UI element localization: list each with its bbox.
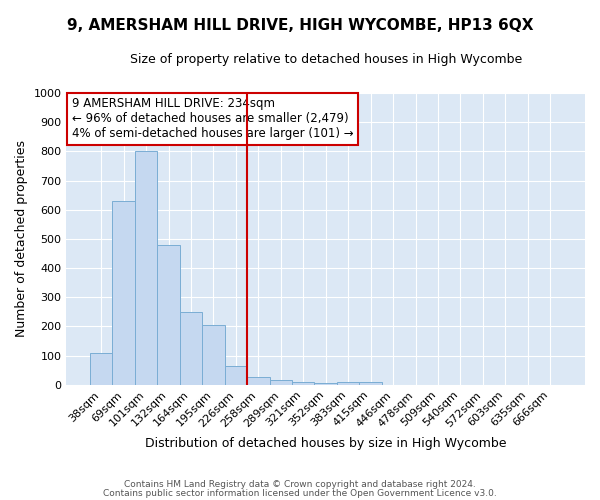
- Bar: [359, 382, 382, 385]
- Text: 9 AMERSHAM HILL DRIVE: 234sqm
← 96% of detached houses are smaller (2,479)
4% of: 9 AMERSHAM HILL DRIVE: 234sqm ← 96% of d…: [71, 98, 353, 140]
- Bar: [90, 352, 112, 385]
- Bar: [202, 325, 224, 385]
- Bar: [314, 384, 337, 385]
- Y-axis label: Number of detached properties: Number of detached properties: [15, 140, 28, 338]
- Text: Contains public sector information licensed under the Open Government Licence v3: Contains public sector information licen…: [103, 488, 497, 498]
- Bar: [112, 201, 135, 385]
- Bar: [180, 312, 202, 385]
- Bar: [247, 376, 269, 385]
- Text: 9, AMERSHAM HILL DRIVE, HIGH WYCOMBE, HP13 6QX: 9, AMERSHAM HILL DRIVE, HIGH WYCOMBE, HP…: [67, 18, 533, 32]
- Bar: [224, 366, 247, 385]
- Bar: [337, 382, 359, 385]
- Bar: [269, 380, 292, 385]
- Bar: [292, 382, 314, 385]
- X-axis label: Distribution of detached houses by size in High Wycombe: Distribution of detached houses by size …: [145, 437, 506, 450]
- Text: Contains HM Land Registry data © Crown copyright and database right 2024.: Contains HM Land Registry data © Crown c…: [124, 480, 476, 489]
- Bar: [157, 245, 180, 385]
- Title: Size of property relative to detached houses in High Wycombe: Size of property relative to detached ho…: [130, 52, 522, 66]
- Bar: [135, 152, 157, 385]
